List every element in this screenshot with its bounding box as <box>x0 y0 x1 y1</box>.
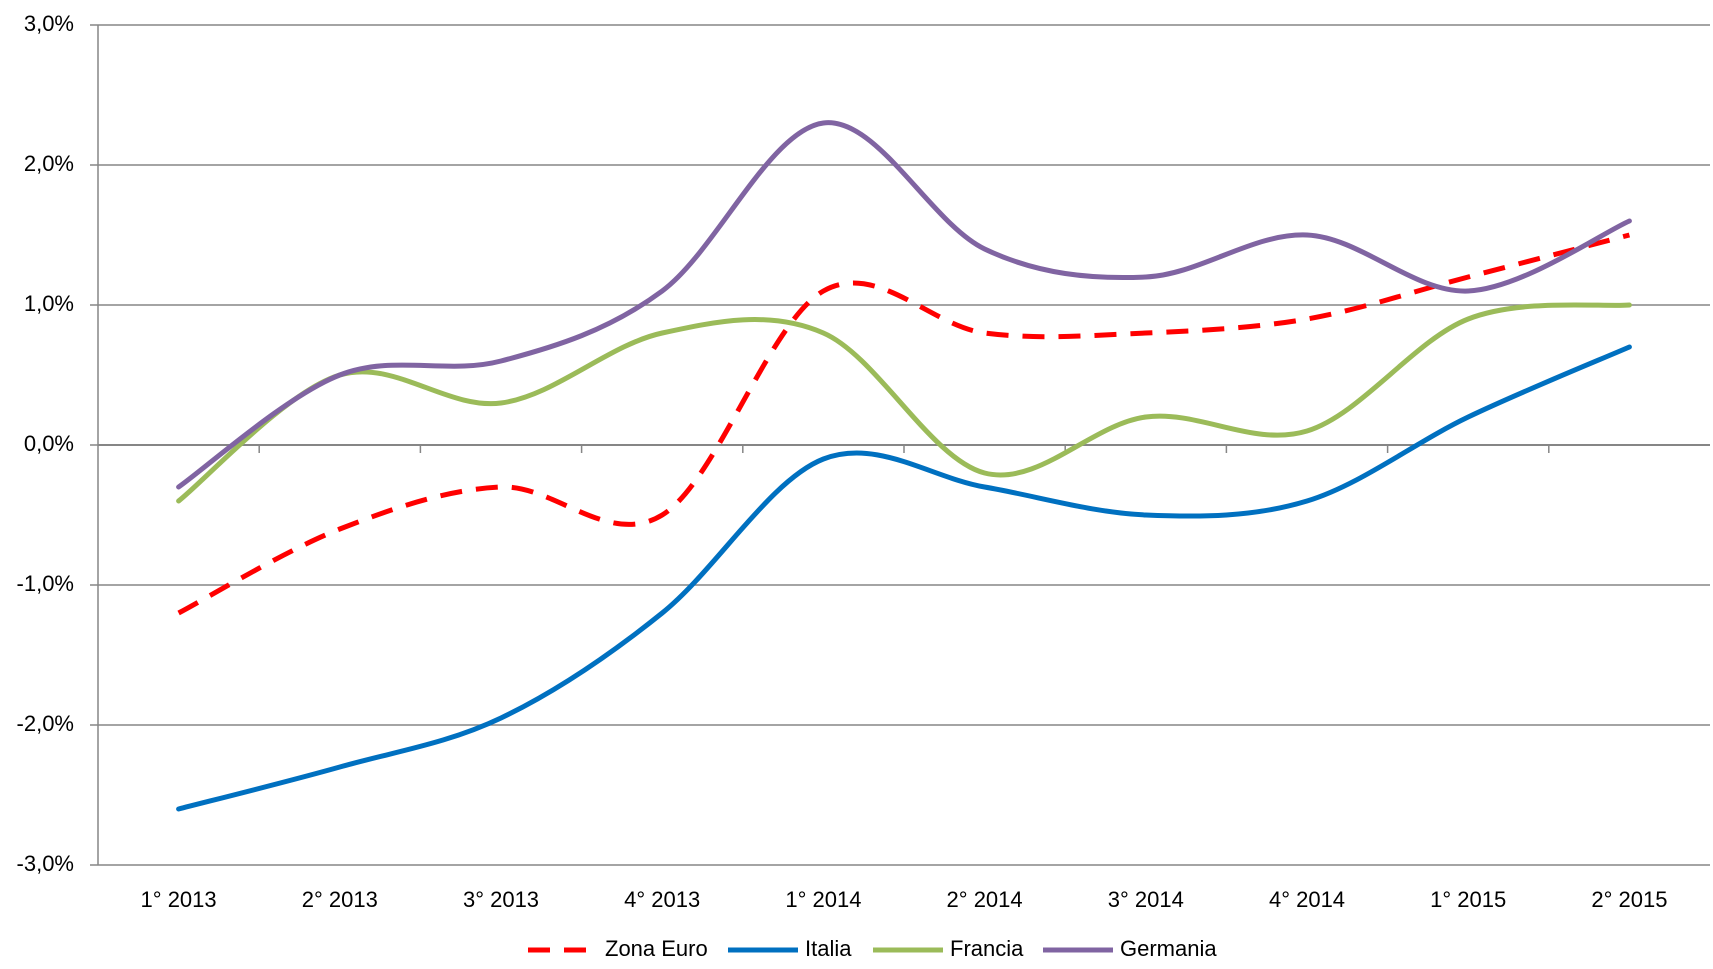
x-tick-label: 2° 2013 <box>302 887 378 912</box>
x-tick-label: 2° 2015 <box>1591 887 1667 912</box>
x-tick-label: 3° 2014 <box>1108 887 1184 912</box>
y-tick-label: 3,0% <box>24 11 74 36</box>
y-tick-label: 2,0% <box>24 151 74 176</box>
y-tick-label: -1,0% <box>17 571 74 596</box>
x-tick-label: 2° 2014 <box>947 887 1023 912</box>
series-line <box>176 344 1632 812</box>
legend-label: Italia <box>805 936 852 961</box>
series-line <box>176 302 1632 504</box>
series-line <box>177 232 1631 616</box>
x-tick-label: 4° 2013 <box>624 887 700 912</box>
legend-label: Zona Euro <box>605 936 708 961</box>
legend-label: Francia <box>950 936 1024 961</box>
series-line <box>176 120 1632 490</box>
x-tick-label: 1° 2013 <box>141 887 217 912</box>
x-tick-label: 4° 2014 <box>1269 887 1345 912</box>
y-tick-label: 1,0% <box>24 291 74 316</box>
legend-label: Germania <box>1120 936 1217 961</box>
y-tick-label: 0,0% <box>24 431 74 456</box>
y-tick-label: -2,0% <box>17 711 74 736</box>
y-tick-label: -3,0% <box>17 851 74 876</box>
x-tick-label: 3° 2013 <box>463 887 539 912</box>
x-tick-label: 1° 2014 <box>785 887 861 912</box>
x-tick-label: 1° 2015 <box>1430 887 1506 912</box>
